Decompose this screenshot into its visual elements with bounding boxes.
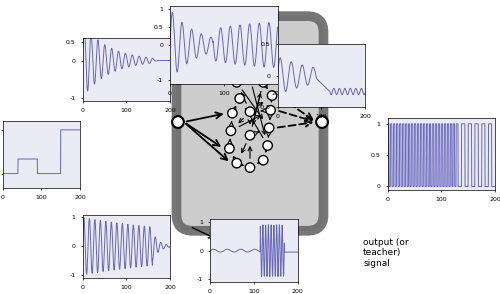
- Text: dynamical
reservoir: dynamical reservoir: [223, 235, 277, 257]
- Circle shape: [264, 123, 274, 133]
- Circle shape: [232, 158, 241, 168]
- Circle shape: [172, 116, 184, 128]
- FancyBboxPatch shape: [176, 16, 324, 231]
- Circle shape: [246, 163, 254, 172]
- Circle shape: [268, 91, 277, 100]
- Circle shape: [258, 156, 268, 165]
- Circle shape: [235, 94, 244, 103]
- Circle shape: [316, 116, 328, 128]
- Text: output (or
teacher)
signal: output (or teacher) signal: [363, 238, 409, 268]
- Circle shape: [246, 131, 254, 140]
- Circle shape: [226, 126, 235, 136]
- Circle shape: [224, 144, 234, 153]
- Circle shape: [258, 78, 268, 87]
- Circle shape: [263, 141, 272, 150]
- Circle shape: [228, 108, 237, 118]
- Text: input signal: input signal: [98, 247, 152, 256]
- Circle shape: [232, 78, 241, 87]
- Circle shape: [246, 107, 254, 116]
- Circle shape: [266, 106, 276, 115]
- Circle shape: [246, 73, 254, 83]
